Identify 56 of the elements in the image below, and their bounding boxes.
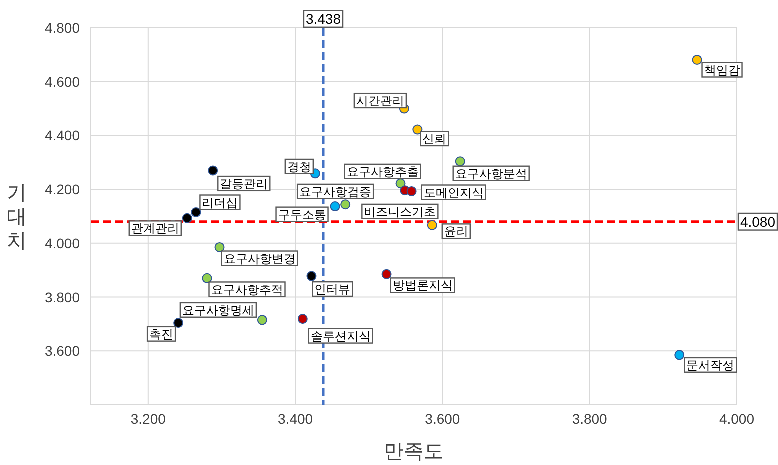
y-tick-label: 4.600 <box>44 74 80 90</box>
point <box>298 314 308 324</box>
annotation: 신뢰 <box>422 132 447 146</box>
ref-line-label: 4.080 <box>740 214 776 230</box>
point <box>674 350 685 360</box>
y-tick-label: 3.800 <box>44 289 80 306</box>
y-tick-label: 4.000 <box>44 235 80 252</box>
y-tick-label: 3.600 <box>44 343 80 360</box>
x-tick-label: 3.600 <box>425 411 460 427</box>
x-tick-label: 3.800 <box>572 411 608 427</box>
point <box>257 315 268 326</box>
annotation: 구두소통 <box>278 208 326 222</box>
annotation: 요구사항명세 <box>182 303 254 318</box>
point <box>202 273 212 284</box>
x-axis-title: 만족도 <box>384 441 444 463</box>
annotation: 윤리 <box>444 224 468 239</box>
y-axis-title: 기대치 <box>7 182 27 252</box>
point <box>406 186 417 196</box>
x-tick-label: 3.400 <box>278 411 314 427</box>
x-tick-label: 4.000 <box>719 411 755 427</box>
x-tick-label: 3.200 <box>130 411 166 427</box>
y-tick-label: 4.800 <box>44 20 80 36</box>
ref-line-label: 3.438 <box>306 11 342 28</box>
point <box>382 269 392 280</box>
point <box>208 166 218 176</box>
annotation: 인터뷰 <box>314 282 351 297</box>
annotation: 갈등관리 <box>220 177 268 192</box>
annotation: 책임감 <box>704 63 740 78</box>
point <box>427 220 438 230</box>
point <box>455 156 466 167</box>
annotation: 비즈니스기초 <box>364 204 436 219</box>
annotation: 요구사항분석 <box>455 166 528 181</box>
point <box>412 124 423 135</box>
point <box>174 318 184 328</box>
y-tick-label: 4.400 <box>44 128 80 144</box>
point <box>330 202 340 212</box>
annotation: 요구사항추적 <box>211 282 284 297</box>
annotation: 시간관리 <box>356 94 404 108</box>
annotation: 문서작성 <box>686 358 735 372</box>
annotation: 요구사항변경 <box>224 252 296 266</box>
point <box>692 55 702 66</box>
annotation: 경청 <box>287 160 312 174</box>
annotation: 도메인지식 <box>424 186 484 200</box>
point <box>191 207 202 218</box>
point <box>182 213 192 224</box>
annotation: 요구사항검증 <box>300 184 372 199</box>
y-tick-label: 4.200 <box>44 182 80 198</box>
point <box>306 271 317 282</box>
point <box>340 200 351 210</box>
annotation: 방법론지식 <box>392 278 453 293</box>
annotation: 요구사항추출 <box>346 164 419 179</box>
annotation: 리더십 <box>202 196 238 210</box>
annotation: 촉진 <box>150 327 174 342</box>
annotation: 관계관리 <box>131 222 180 236</box>
point <box>214 242 225 252</box>
annotation: 솔루션지식 <box>310 329 371 344</box>
